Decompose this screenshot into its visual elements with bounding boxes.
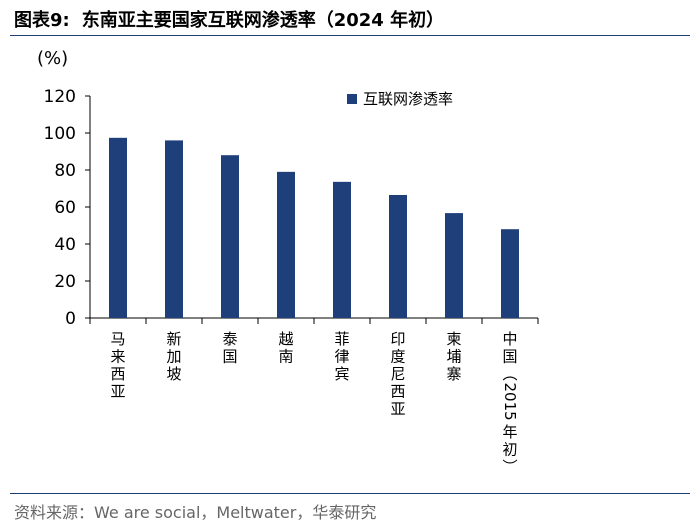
bottom-divider [10,493,690,494]
bar [277,171,295,318]
y-tick-label: 40 [54,235,76,255]
y-tick-label: 20 [54,272,76,292]
bar [333,181,351,318]
figure-title: 东南亚主要国家互联网渗透率（2024 年初） [81,10,445,31]
chart-title: 图表9: 东南亚主要国家互联网渗透率（2024 年初） [14,6,444,32]
y-tick-label: 120 [44,87,76,107]
x-category-label: 柬埔寨 [446,330,461,383]
y-axis-unit: (%) [37,48,69,69]
x-category-label: 越南 [278,330,293,366]
x-category-label: 泰国 [222,330,237,366]
legend-label: 互联网渗透率 [363,90,453,108]
x-category-label: 菲律宾 [334,330,349,383]
source-note: 资料来源：We are social，Meltwater，华泰研究 [14,503,377,522]
bar [221,155,239,318]
x-category-label-digits: 2015 [501,383,519,421]
bar [445,213,463,318]
top-divider [10,35,690,36]
bar [389,194,407,318]
bar [501,229,519,318]
y-tick-label: 100 [44,124,76,144]
x-category-label: 马来西亚 [110,330,125,401]
figure-number: 图表9: [14,10,70,31]
x-category-label: 中国︵年初︶ [502,330,517,476]
x-category-label: 印度尼西亚 [390,330,405,418]
y-tick-label: 60 [54,198,76,218]
bar [109,137,127,318]
x-category-label: 新加坡 [166,330,181,383]
y-tick-label: 80 [54,161,76,181]
y-tick-label: 0 [65,309,76,329]
legend-swatch [347,94,357,104]
bar [165,140,183,318]
